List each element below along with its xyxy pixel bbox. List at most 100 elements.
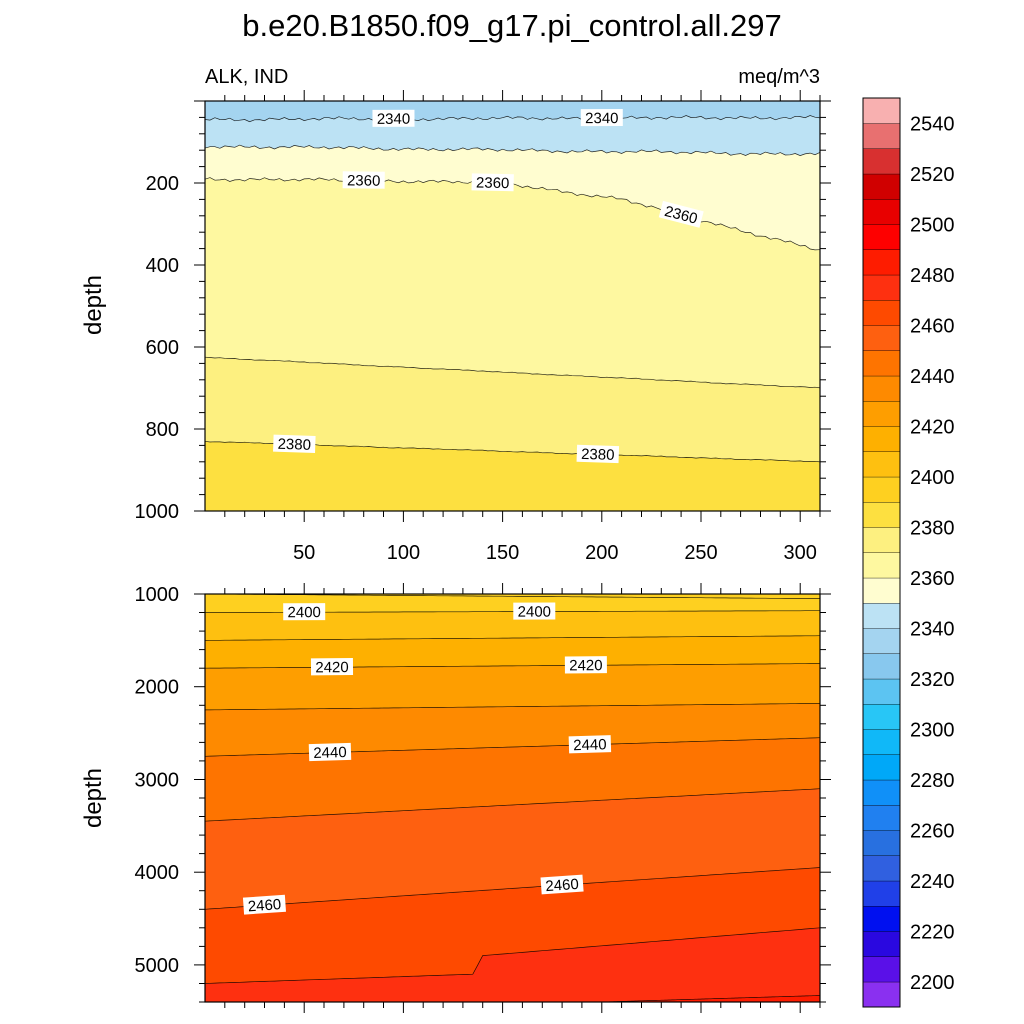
colorbar-label: 2320 <box>910 669 955 691</box>
contour-label-2440-1: 2440 <box>568 735 612 754</box>
contour-label-box <box>342 171 385 189</box>
contour-line-2350 <box>205 144 820 156</box>
colorbar-box <box>862 804 901 831</box>
upper-y-axis-label: depth <box>80 275 107 335</box>
contour-label-2340-0: 2340 <box>372 109 415 128</box>
colorbar-box <box>862 653 901 680</box>
y-tick-label: 5000 <box>135 955 180 977</box>
colorbar-label: 2360 <box>910 568 955 590</box>
colorbar-box <box>862 905 901 932</box>
colorbar-box <box>862 97 901 124</box>
colorbar-label: 2460 <box>910 315 955 337</box>
colorbar-box <box>862 325 901 351</box>
colorbar-label: 2300 <box>910 719 955 741</box>
colorbar-box <box>862 956 901 983</box>
units-label: meq/m^3 <box>738 66 820 88</box>
contour-label-box <box>310 658 354 676</box>
colorbar: 2200 2220 2240 2260 2280 2300 2320 2340 2360 2380… <box>862 97 955 1008</box>
colorbar-box <box>862 754 901 781</box>
colorbar-box <box>862 173 901 200</box>
band-2380 <box>205 441 820 511</box>
colorbar-label: 2440 <box>910 366 955 388</box>
colorbar-box <box>862 198 901 225</box>
y-tick-label: 400 <box>146 255 179 277</box>
colorbar-box <box>862 476 901 503</box>
colorbar-label: 2420 <box>910 416 955 438</box>
contour-label-text: 2380 <box>277 436 311 454</box>
contour-label-text: 2340 <box>585 110 618 127</box>
colorbar-box <box>862 375 901 402</box>
contour-label-text: 2360 <box>347 172 381 189</box>
contour-label-text: 2440 <box>573 736 607 754</box>
colorbar-box <box>862 729 901 755</box>
contour-line-2395 <box>205 594 820 599</box>
colorbar-box <box>862 274 901 301</box>
contour-label-text: 2360 <box>476 174 510 192</box>
contour-label-text: 2380 <box>581 446 615 464</box>
contour-label-2360-0: 2360 <box>342 171 385 190</box>
contour-line-2410 <box>205 635 820 641</box>
band-2470 <box>205 927 820 1002</box>
colorbar-box <box>862 880 901 907</box>
contour-label-box <box>471 173 514 192</box>
colorbar-label: 2500 <box>910 214 955 236</box>
colorbar-box <box>862 602 901 629</box>
y-tick-label: 600 <box>146 337 179 359</box>
colorbar-box <box>862 678 901 705</box>
colorbar-box <box>862 779 901 806</box>
colorbar-box <box>862 552 901 579</box>
x-tick-label: 300 <box>784 542 817 564</box>
contour-label-box <box>576 444 620 464</box>
contour-label-2340-1: 2340 <box>580 109 623 127</box>
contour-label-box <box>372 109 415 127</box>
colorbar-box <box>862 855 901 882</box>
contour-line-2440 <box>205 737 820 757</box>
contour-label-text: 2420 <box>315 659 348 676</box>
colorbar-box <box>862 224 901 250</box>
contour-label-2420-0: 2420 <box>310 658 354 676</box>
contour-label-box <box>513 602 556 620</box>
x-tick-label: 250 <box>684 542 717 564</box>
colorbar-box <box>862 981 901 1008</box>
y-tick-label: 3000 <box>135 770 180 792</box>
colorbar-label: 2200 <box>910 972 955 994</box>
y-tick-label: 200 <box>146 173 179 195</box>
panel-frame <box>204 100 821 512</box>
colorbar-label: 2380 <box>910 517 955 539</box>
y-tick-label: 1000 <box>135 584 180 606</box>
colorbar-box <box>862 400 901 427</box>
colorbar-box <box>862 148 901 175</box>
variable-label: ALK, IND <box>205 66 288 88</box>
colorbar-box <box>862 249 901 276</box>
colorbar-label: 2280 <box>910 770 955 792</box>
colorbar-box <box>862 451 901 478</box>
contour-fill <box>205 594 820 1002</box>
x-tick-label: 150 <box>486 542 519 564</box>
contour-line-2480 <box>601 995 820 1002</box>
contour-label-box <box>273 434 316 453</box>
colorbar-label: 2480 <box>910 265 955 287</box>
y-tick-label: 800 <box>146 419 179 441</box>
contour-line-2470 <box>205 927 820 984</box>
contour-label-2460-1: 2460 <box>540 874 584 895</box>
contour-label-box <box>564 656 607 674</box>
contour-label-box <box>580 109 623 127</box>
contour-label-2420-1: 2420 <box>564 656 607 674</box>
chart-title: b.e20.B1850.f09_g17.pi_control.all.297 <box>242 8 782 43</box>
ticks: 1000 2000 3000 4000 5000 <box>135 583 831 1013</box>
colorbar-box <box>862 350 901 377</box>
y-tick-label: 4000 <box>135 862 180 884</box>
contour-label-text: 2460 <box>545 876 579 895</box>
contour-label-box <box>540 874 584 895</box>
contour-label-box <box>242 894 286 915</box>
colorbar-box <box>862 931 901 957</box>
contour-label-2400-1: 2400 <box>513 602 556 621</box>
contour-label-2460-0: 2460 <box>242 894 286 915</box>
colorbar-box <box>862 426 901 452</box>
contour-label-2380-1: 2380 <box>576 444 620 464</box>
contour-label-text: 2400 <box>287 604 320 621</box>
contour-line-2370 <box>205 356 820 389</box>
colorbar-box <box>862 527 901 553</box>
